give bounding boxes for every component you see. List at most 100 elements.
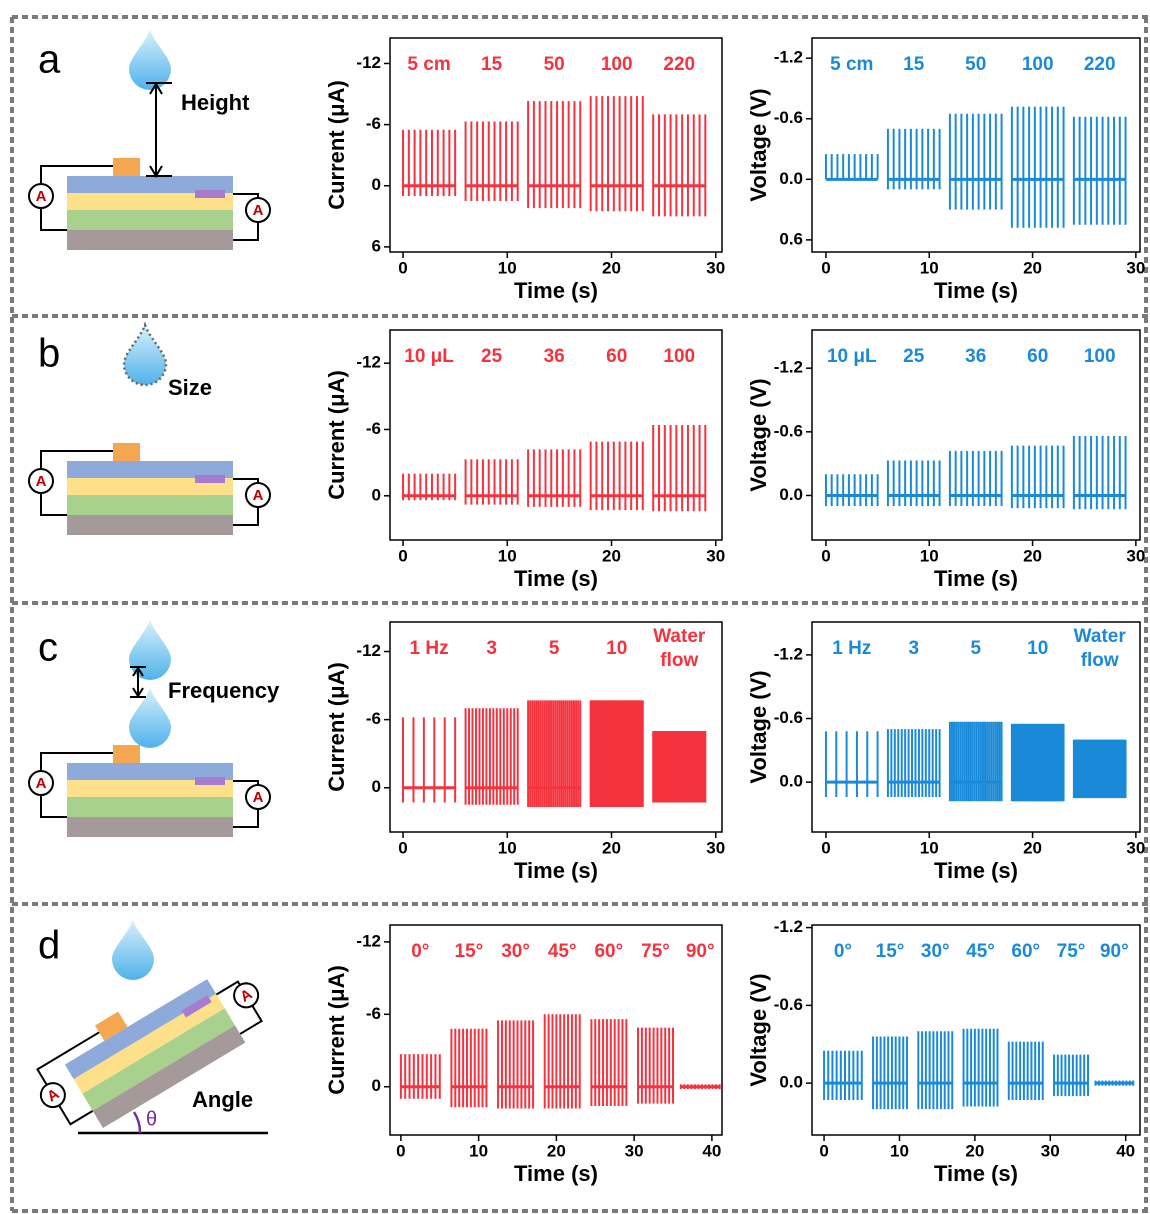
group-label: 90°: [1099, 941, 1129, 962]
x-tick-label: 20: [965, 1141, 984, 1160]
device-layer: [67, 817, 233, 837]
x-tick-label: 0: [398, 546, 407, 565]
y-tick-label: 0.0: [779, 485, 803, 504]
x-tick-label: 0: [398, 258, 407, 277]
group-label: 10 μL: [404, 346, 454, 367]
x-tick-label: 20: [602, 546, 621, 565]
y-tick-label: 0: [372, 777, 381, 796]
x-tick-label: 30: [706, 546, 725, 565]
group-label: 45°: [966, 941, 995, 962]
x-tick-label: 10: [469, 1141, 488, 1160]
device-layer: [67, 495, 233, 515]
device: AA: [28, 443, 271, 535]
x-tick-label: 30: [706, 258, 725, 277]
group-label: 0°: [833, 941, 852, 962]
group-label: 3: [908, 638, 920, 659]
y-tick-label: 0.0: [779, 772, 803, 791]
y-tick-label: -6: [366, 709, 381, 728]
y-tick-label: -12: [356, 53, 381, 72]
group-label: 30°: [920, 941, 950, 962]
x-tick-label: 30: [706, 838, 725, 857]
x-axis-label: Time (s): [934, 1161, 1018, 1186]
group-label: 220: [1083, 54, 1116, 75]
y-tick-label: -12: [356, 641, 381, 660]
y-tick-label: -0.6: [774, 708, 803, 727]
device-layer: [67, 763, 233, 780]
ammeter: [28, 468, 54, 494]
x-tick-label: 20: [1023, 258, 1042, 277]
ammeter-label: A: [36, 188, 47, 205]
device-layer: [67, 478, 233, 495]
device-layer: [67, 193, 233, 210]
plot-frame: [811, 37, 1141, 253]
group-label: 100: [663, 346, 696, 367]
device-layer: [73, 993, 225, 1094]
y-tick-label: 6: [372, 236, 381, 255]
group-label: 100: [1021, 54, 1054, 75]
x-tick-label: 10: [920, 258, 939, 277]
y-tick-label: -0.6: [774, 108, 803, 127]
device: AA: [36, 979, 263, 1128]
y-tick-label: 0: [372, 485, 381, 504]
plot-frame: [389, 37, 723, 253]
y-tick-label: 0.6: [779, 229, 803, 248]
x-axis-label: Time (s): [934, 278, 1018, 303]
device-layer: [67, 780, 233, 797]
x-tick-label: 20: [602, 258, 621, 277]
x-tick-label: 10: [498, 546, 517, 565]
x-tick-label: 30: [1126, 838, 1145, 857]
y-tick-label: -6: [366, 419, 381, 438]
y-axis-label: Voltage (V): [746, 378, 771, 491]
ammeter-label: A: [36, 775, 47, 792]
x-tick-label: 0: [821, 546, 830, 565]
y-tick-label: -1.2: [774, 917, 803, 936]
group-label: 30°: [501, 941, 530, 962]
x-tick-label: 0: [819, 1141, 828, 1160]
group-label: 5 cm: [407, 54, 451, 75]
angle-arc: [132, 1111, 142, 1134]
ammeter: [245, 197, 271, 223]
y-axis-label: Voltage (V): [746, 973, 771, 1086]
x-tick-label: 0: [396, 1141, 405, 1160]
group-label: 10: [1027, 638, 1049, 659]
y-axis-label: Current (μA): [324, 965, 349, 1095]
y-tick-label: -0.6: [774, 421, 803, 440]
x-tick-label: 40: [1116, 1141, 1135, 1160]
group-label: 50: [543, 54, 565, 75]
device-layer: [67, 461, 233, 478]
y-tick-label: -1.2: [774, 644, 803, 663]
device-layer: [67, 515, 233, 535]
top-electrode: [113, 443, 140, 461]
water-drop: [112, 920, 154, 980]
group-label: 15°: [454, 941, 484, 962]
group-label: 5: [548, 638, 560, 659]
ammeter: [39, 1082, 66, 1109]
group-label: 0°: [411, 941, 430, 962]
group-label: 100: [600, 54, 633, 75]
x-tick-label: 10: [920, 546, 939, 565]
y-tick-label: 0.0: [779, 169, 803, 188]
x-tick-label: 0: [821, 258, 830, 277]
ammeter-label: A: [253, 202, 264, 219]
group-label: 75°: [1056, 941, 1086, 962]
x-tick-label: 30: [1041, 1141, 1060, 1160]
ammeter-label: A: [253, 487, 264, 504]
y-tick-label: -12: [356, 353, 381, 372]
x-axis-label: Time (s): [934, 858, 1018, 883]
group-label: Water flow: [653, 626, 706, 671]
group-label: 5 cm: [830, 54, 874, 75]
water-drop: [122, 321, 168, 387]
angle-label: Angle: [192, 1087, 253, 1112]
y-tick-label: -1.2: [774, 358, 803, 377]
y-tick-label: -6: [366, 1004, 381, 1023]
y-tick-label: -1.2: [774, 48, 803, 67]
ammeter: [245, 784, 271, 810]
x-axis-label: Time (s): [514, 858, 598, 883]
plot-frame: [389, 329, 723, 541]
group-label: 1 Hz: [409, 638, 449, 659]
x-tick-label: 10: [498, 258, 517, 277]
top-electrode: [113, 745, 140, 763]
top-electrode: [95, 1011, 128, 1041]
group-label: 25: [903, 346, 925, 367]
